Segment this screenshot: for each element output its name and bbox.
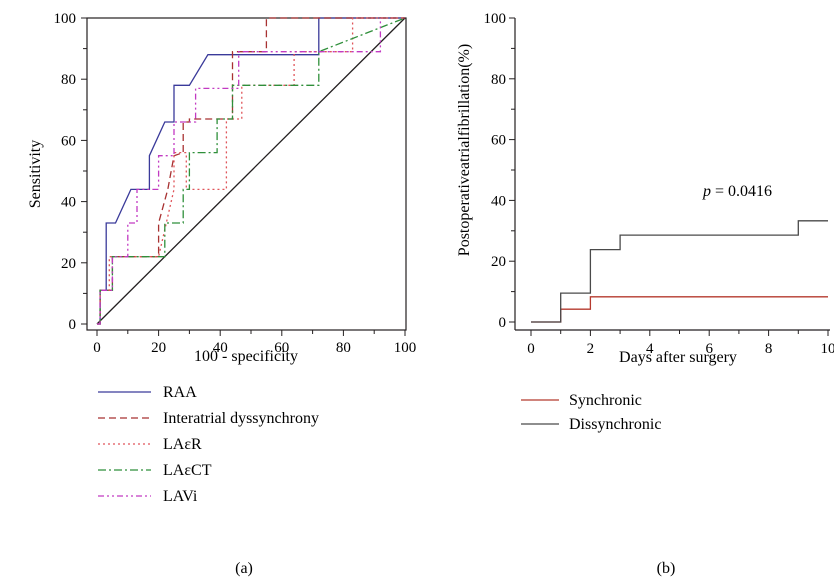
roc-y-tick-label: 80 [61, 72, 76, 88]
afib-y-tick-label: 0 [499, 315, 507, 331]
afib-x-tick-label: 0 [527, 341, 535, 357]
afib-series-group [531, 220, 828, 323]
afib-y-tick-label: 100 [484, 11, 507, 27]
afib-y-axis-title: Postoperativeatrialfibrillation(%) [456, 44, 473, 256]
afib-panel: 0 2 4 6 8 10 0 20 40 60 80 100 p = 0.0416 Days aft… [456, 11, 834, 577]
p-value-annotation: p = 0.0416 [702, 183, 772, 200]
afib-legend-label: Synchronic [569, 392, 642, 409]
roc-series-line-4 [97, 18, 382, 325]
roc-y-tick-label: 0 [69, 317, 77, 333]
roc-x-tick-label: 40 [213, 340, 228, 356]
roc-legend-label: LAVi [163, 488, 198, 505]
roc-x-tick-label: 0 [93, 340, 101, 356]
roc-panel: 0 20 40 60 80 100 0 20 40 60 80 100 100 - specific… [27, 11, 416, 577]
roc-x-axis-title: 100 - specificity [194, 348, 298, 365]
afib-legend-label: Dissynchronic [569, 416, 661, 433]
afib-y-ticks: 0 20 40 60 80 100 [484, 11, 515, 331]
afib-y-tick-label: 20 [491, 254, 506, 270]
roc-legend-label: LAεCT [163, 462, 212, 479]
afib-x-tick-label: 6 [705, 341, 713, 357]
roc-series-group [97, 17, 406, 325]
afib-y-tick-label: 80 [491, 72, 506, 88]
panel-label-b: (b) [657, 560, 676, 577]
roc-x-ticks: 0 20 40 60 80 100 [93, 330, 416, 356]
roc-y-tick-label: 60 [61, 133, 76, 149]
panel-label-a: (a) [235, 560, 253, 577]
afib-x-axis-title: Days after surgery [619, 349, 737, 366]
roc-y-tick-label: 20 [61, 256, 76, 272]
roc-legend: RAA Interatrial dyssynchrony LAεR LAεCT LAVi [98, 384, 319, 505]
roc-legend-label: Interatrial dyssynchrony [163, 410, 319, 427]
afib-y-tick-label: 60 [491, 133, 506, 149]
roc-x-tick-label: 60 [274, 340, 289, 356]
roc-reference-diagonal [96, 17, 406, 325]
afib-y-tick-label: 40 [491, 193, 506, 209]
roc-y-axis-title: Sensitivity [27, 140, 44, 208]
afib-x-tick-label: 4 [646, 341, 654, 357]
roc-series-line-2 [97, 17, 405, 325]
p-value-text: = 0.0416 [711, 183, 772, 200]
roc-reference-line [96, 17, 406, 325]
afib-x-tick-label: 2 [587, 341, 595, 357]
afib-series-line-1 [531, 220, 828, 323]
afib-series-line-0 [531, 296, 828, 323]
roc-x-tick-label: 80 [336, 340, 351, 356]
roc-plot-frame [86, 17, 407, 331]
p-value-symbol: p [702, 183, 711, 200]
afib-legend: Synchronic Dissynchronic [521, 392, 661, 433]
roc-y-tick-label: 40 [61, 195, 76, 211]
roc-legend-label: LAεR [163, 436, 202, 453]
afib-x-ticks: 0 2 4 6 8 10 [527, 330, 834, 357]
roc-x-tick-label: 20 [151, 340, 166, 356]
roc-legend-label: RAA [163, 384, 197, 401]
roc-y-tick-label: 100 [54, 11, 77, 27]
afib-x-tick-label: 10 [821, 341, 834, 357]
roc-x-tick-label: 100 [394, 340, 417, 356]
afib-x-tick-label: 8 [765, 341, 773, 357]
roc-series-line-3 [97, 17, 406, 325]
roc-y-ticks: 0 20 40 60 80 100 [54, 11, 87, 333]
